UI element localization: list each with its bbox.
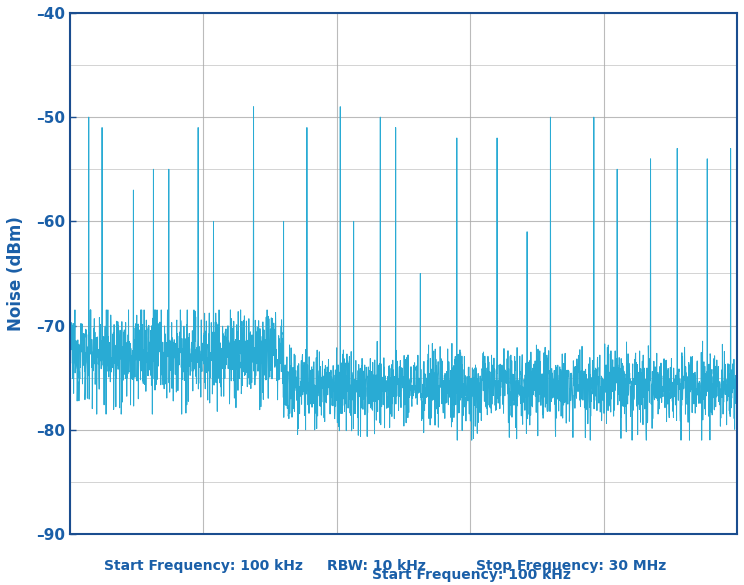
Y-axis label: Noise (dBm): Noise (dBm)	[7, 216, 25, 331]
Text: Stop Frequency: 30 MHz: Stop Frequency: 30 MHz	[476, 559, 667, 573]
Text: Start Frequency: 100 kHz: Start Frequency: 100 kHz	[104, 559, 303, 573]
Text: Start Frequency: 100 kHz: Start Frequency: 100 kHz	[372, 568, 571, 582]
Text: RBW: 10 kHz: RBW: 10 kHz	[327, 559, 426, 573]
